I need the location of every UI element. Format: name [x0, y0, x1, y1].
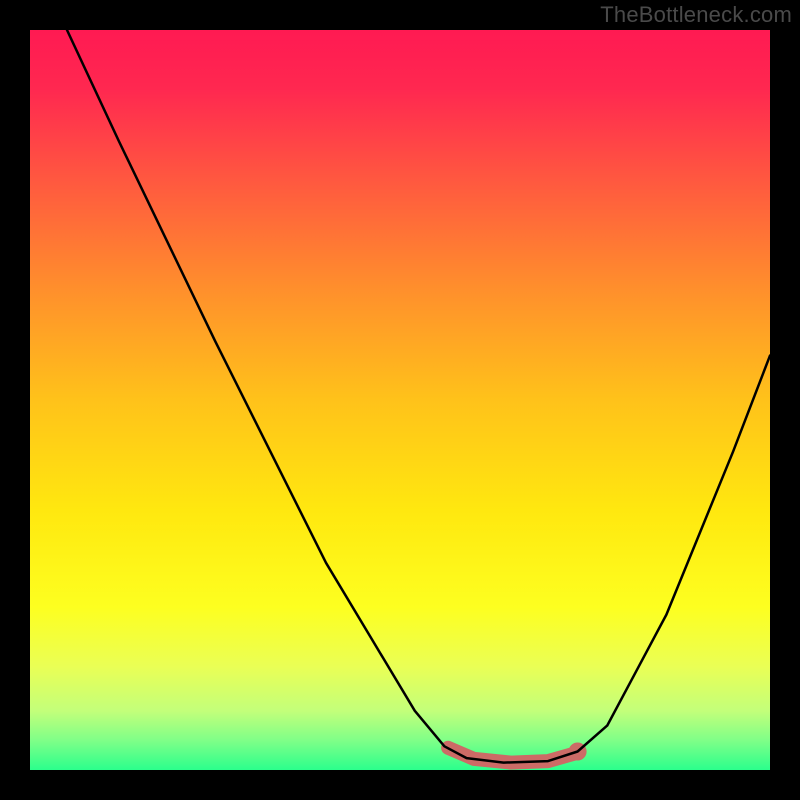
watermark-text: TheBottleneck.com — [600, 2, 792, 28]
chart-frame: TheBottleneck.com — [0, 0, 800, 800]
bottleneck-chart — [0, 0, 800, 800]
plot-background — [30, 30, 770, 770]
